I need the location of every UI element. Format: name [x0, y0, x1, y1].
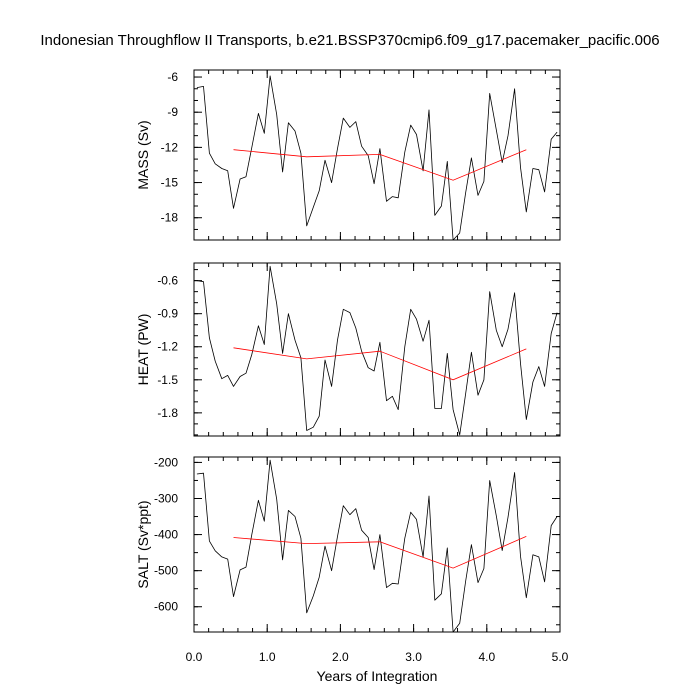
chart-title: Indonesian Throughflow II Transports, b.… [40, 32, 660, 49]
heat-y-axis-label: HEAT (PW) [135, 314, 151, 386]
salt-y-tick-label: -200 [154, 455, 178, 469]
mass-plot-frame [193, 69, 561, 241]
heat-y-tick-label: -1.5 [157, 373, 178, 387]
mass-y-axis-label: MASS (Sv) [135, 120, 151, 189]
x-axis-label: Years of Integration [317, 668, 438, 684]
x-tick-label: 0.0 [186, 650, 203, 664]
heat-y-tick-label: -0.6 [157, 274, 178, 288]
x-tick-label: 4.0 [478, 650, 495, 664]
panel-heat: -0.6 -0.9 -1.2 -1.5 -1.8 HEAT (PW) [135, 262, 561, 437]
salt-raw-line [196, 459, 558, 633]
heat-raw-line [196, 265, 558, 436]
panel-mass: -6 -9 -12 -15 -18 MASS (Sv) [135, 69, 561, 241]
x-tick-label: 2.0 [332, 650, 349, 664]
heat-plot-frame [193, 262, 561, 437]
salt-y-tick-label: -600 [154, 600, 178, 614]
x-tick-label: 3.0 [405, 650, 422, 664]
salt-y-axis-label: SALT (Sv*ppt) [135, 500, 151, 588]
salt-y-tick-label: -400 [154, 528, 178, 542]
mass-annual-mean-line [233, 149, 527, 181]
x-tick-label: 1.0 [259, 650, 276, 664]
mass-y-tick-label: -12 [161, 140, 179, 154]
heat-y-tick-label: -0.9 [157, 307, 178, 321]
mass-y-tick-label: -15 [161, 176, 179, 190]
mass-y-tick-label: -6 [167, 70, 178, 84]
mass-y-tick-label: -18 [161, 211, 179, 225]
salt-annual-mean-line [233, 536, 527, 569]
mass-raw-line [196, 75, 558, 241]
salt-y-tick-label: -500 [154, 564, 178, 578]
mass-y-tick-label: -9 [167, 105, 178, 119]
salt-plot-frame [193, 456, 561, 633]
heat-annual-mean-line [233, 347, 527, 381]
salt-y-tick-label: -300 [154, 491, 178, 505]
x-tick-label: 5.0 [552, 650, 569, 664]
heat-y-tick-label: -1.2 [157, 340, 178, 354]
heat-y-tick-label: -1.8 [157, 406, 178, 420]
